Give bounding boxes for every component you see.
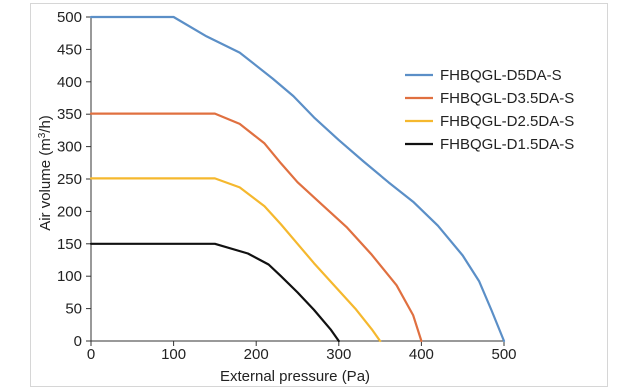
y-tick-label: 350 — [57, 106, 82, 123]
y-axis-label: Air volume (m3/h) — [37, 115, 55, 231]
x-tick-label: 400 — [409, 346, 434, 363]
series-line-1 — [89, 112, 423, 343]
legend-label-0: FHBQGL-D5DA-S — [440, 67, 562, 84]
x-tick-label: 0 — [87, 346, 95, 363]
x-tick-label: 500 — [491, 346, 516, 363]
y-axis: 0 50 100 150 200 250 300 350 400 450 500 — [57, 9, 92, 350]
x-axis-label: External pressure (Pa) — [220, 368, 370, 385]
y-tick-label: 200 — [57, 203, 82, 220]
legend-label-2: FHBQGL-D2.5DA-S — [440, 113, 574, 130]
series-lines — [89, 15, 506, 343]
y-tick-label: 0 — [74, 333, 82, 350]
plot-frame — [30, 3, 608, 387]
series-line-2 — [89, 177, 382, 343]
legend: FHBQGL-D5DA-S FHBQGL-D3.5DA-S FHBQGL-D2.5D… — [405, 67, 574, 153]
y-tick-label: 500 — [57, 9, 82, 26]
series-line-3 — [89, 242, 340, 343]
x-tick-label: 300 — [326, 346, 351, 363]
y-tick-label: 450 — [57, 41, 82, 58]
legend-label-1: FHBQGL-D3.5DA-S — [440, 90, 574, 107]
y-tick-label: 400 — [57, 74, 82, 91]
y-tick-label: 100 — [57, 268, 82, 285]
legend-label-3: FHBQGL-D1.5DA-S — [440, 136, 574, 153]
y-tick-label: 300 — [57, 139, 82, 156]
y-tick-label: 250 — [57, 171, 82, 188]
x-tick-label: 200 — [244, 346, 269, 363]
x-axis: 0 100 200 300 400 500 — [87, 340, 517, 363]
y-tick-label: 150 — [57, 236, 82, 253]
x-tick-label: 100 — [161, 346, 186, 363]
y-tick-label: 50 — [65, 301, 82, 318]
series-line-0 — [89, 15, 506, 343]
